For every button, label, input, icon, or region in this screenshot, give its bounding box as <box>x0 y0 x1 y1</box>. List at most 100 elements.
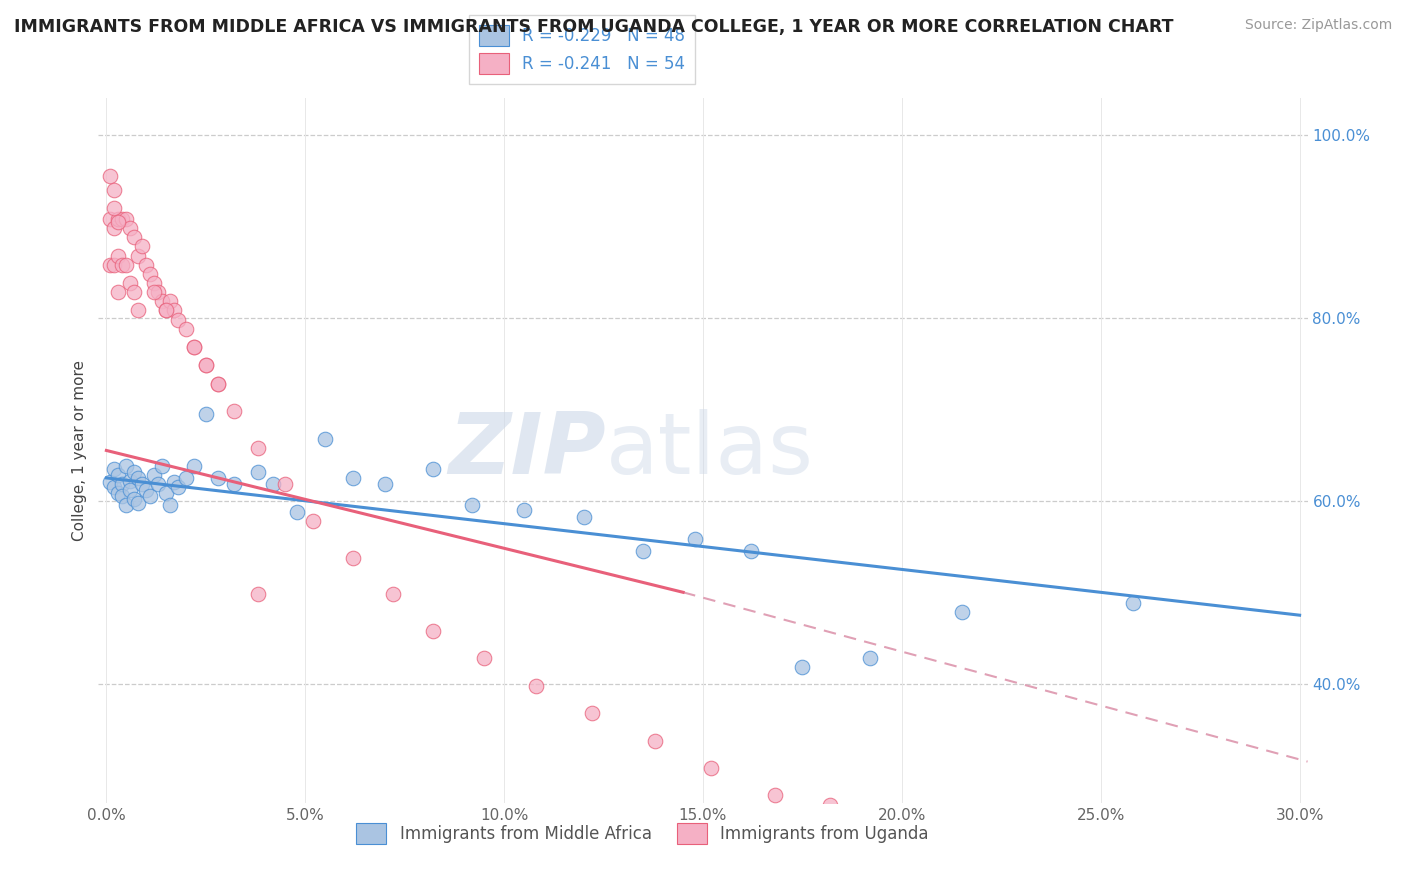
Point <box>174 471 197 485</box>
Point <box>167 312 190 326</box>
Point <box>572 510 595 524</box>
Point <box>115 211 138 226</box>
Point <box>131 239 153 253</box>
Point <box>107 248 129 262</box>
Point <box>422 462 444 476</box>
Point <box>194 359 217 373</box>
Point <box>127 303 149 318</box>
Point <box>155 486 177 500</box>
Point <box>139 489 162 503</box>
Point <box>107 215 129 229</box>
Point <box>302 514 325 528</box>
Point <box>194 407 217 421</box>
Point <box>950 606 973 620</box>
Text: atlas: atlas <box>606 409 814 492</box>
Point <box>135 258 157 272</box>
Point <box>103 480 125 494</box>
Point <box>314 432 336 446</box>
Point <box>938 816 960 830</box>
Point <box>115 499 138 513</box>
Point <box>122 465 145 479</box>
Point <box>207 471 229 485</box>
Point <box>374 477 396 491</box>
Point <box>342 550 364 565</box>
Point <box>120 221 142 235</box>
Point <box>127 248 149 262</box>
Point <box>146 285 169 300</box>
Point <box>155 303 177 318</box>
Point <box>122 285 145 300</box>
Point <box>139 267 162 281</box>
Point <box>262 477 284 491</box>
Y-axis label: College, 1 year or more: College, 1 year or more <box>72 360 87 541</box>
Point <box>146 477 169 491</box>
Point <box>120 276 142 290</box>
Point <box>163 303 186 318</box>
Point <box>98 258 121 272</box>
Point <box>644 733 666 747</box>
Point <box>792 660 814 674</box>
Point <box>107 468 129 483</box>
Point <box>763 789 786 803</box>
Point <box>194 359 217 373</box>
Point <box>115 458 138 473</box>
Point <box>207 376 229 391</box>
Point <box>115 258 138 272</box>
Point <box>103 183 125 197</box>
Point <box>107 211 129 226</box>
Point <box>461 499 484 513</box>
Point <box>222 404 245 418</box>
Point <box>422 624 444 638</box>
Point <box>159 294 181 309</box>
Point <box>274 477 297 491</box>
Point <box>122 230 145 244</box>
Point <box>581 706 603 720</box>
Point <box>381 587 404 601</box>
Point <box>103 462 125 476</box>
Point <box>98 211 121 226</box>
Point <box>127 495 149 509</box>
Point <box>994 825 1017 839</box>
Point <box>859 651 882 665</box>
Point <box>143 276 166 290</box>
Point <box>207 376 229 391</box>
Point <box>120 474 142 488</box>
Point <box>820 797 842 812</box>
Point <box>98 169 121 183</box>
Point <box>246 441 269 455</box>
Point <box>222 477 245 491</box>
Point <box>183 340 205 354</box>
Point <box>127 471 149 485</box>
Point <box>183 458 205 473</box>
Point <box>143 468 166 483</box>
Legend: Immigrants from Middle Africa, Immigrants from Uganda: Immigrants from Middle Africa, Immigrant… <box>350 816 935 851</box>
Point <box>103 258 125 272</box>
Point <box>131 477 153 491</box>
Point <box>183 340 205 354</box>
Text: IMMIGRANTS FROM MIDDLE AFRICA VS IMMIGRANTS FROM UGANDA COLLEGE, 1 YEAR OR MORE : IMMIGRANTS FROM MIDDLE AFRICA VS IMMIGRA… <box>14 18 1174 36</box>
Text: ZIP: ZIP <box>449 409 606 492</box>
Point <box>107 285 129 300</box>
Point <box>633 544 655 558</box>
Point <box>167 480 190 494</box>
Point <box>120 483 142 497</box>
Point <box>150 458 173 473</box>
Point <box>246 465 269 479</box>
Point <box>103 201 125 215</box>
Point <box>163 475 186 490</box>
Point <box>122 491 145 506</box>
Point <box>155 303 177 318</box>
Point <box>740 544 762 558</box>
Point <box>683 533 706 547</box>
Point <box>472 651 495 665</box>
Point <box>513 503 536 517</box>
Point <box>107 486 129 500</box>
Point <box>98 475 121 490</box>
Point <box>150 294 173 309</box>
Point <box>700 761 723 775</box>
Point <box>883 806 905 821</box>
Point <box>524 679 547 693</box>
Point <box>103 221 125 235</box>
Point <box>111 211 134 226</box>
Point <box>285 505 308 519</box>
